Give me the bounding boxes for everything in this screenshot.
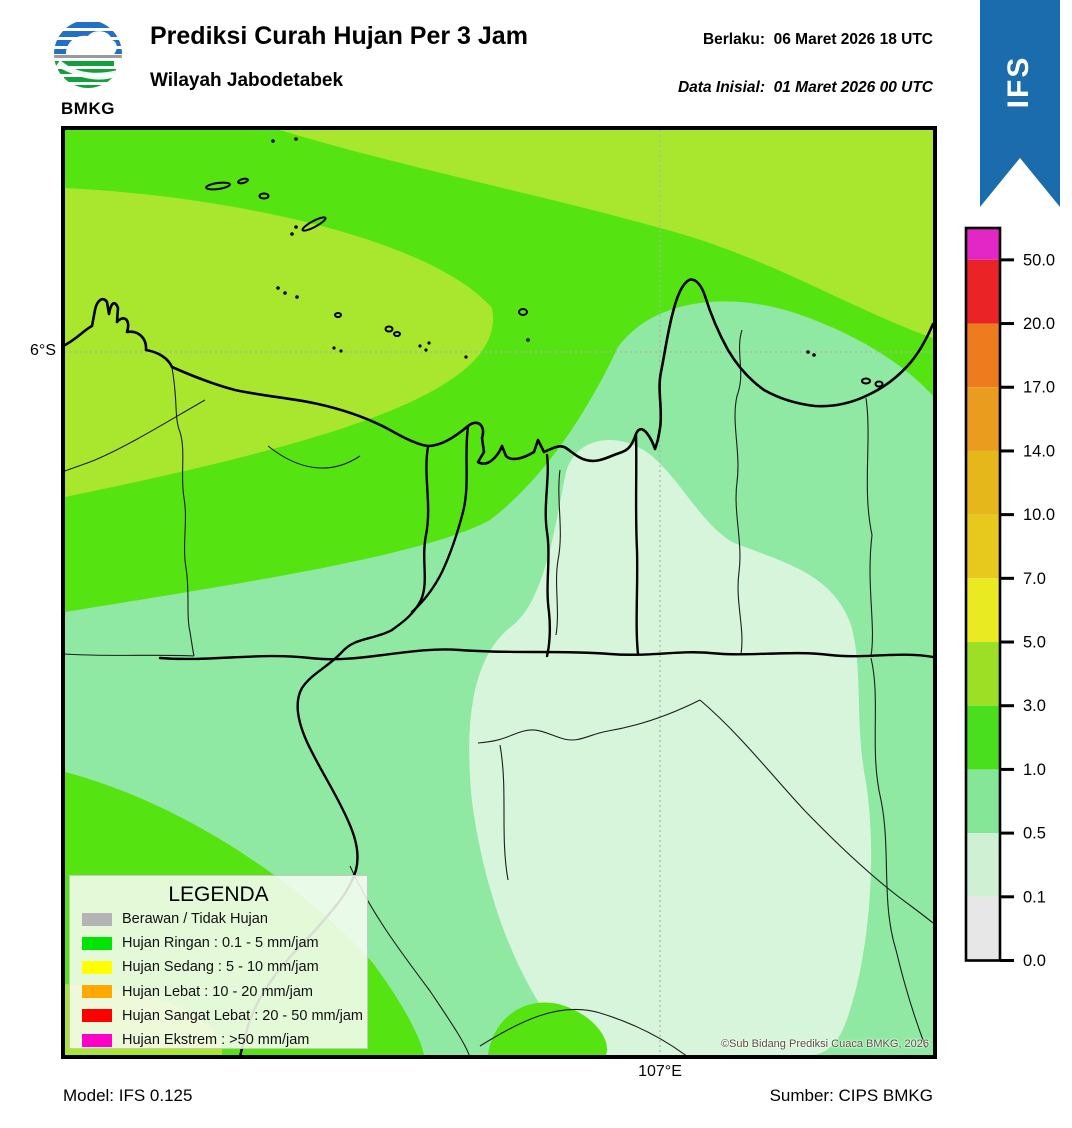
legend-item-label: Hujan Ringan : 0.1 - 5 mm/jam	[122, 935, 319, 951]
legend-item: Berawan / Tidak Hujan	[70, 907, 367, 931]
colorbar-tick-label: 1.0	[1023, 761, 1046, 779]
page-title: Prediksi Curah Hujan Per 3 Jam	[150, 22, 528, 51]
colorbar-tick-label: 50.0	[1023, 251, 1055, 269]
colorbar-segment	[966, 578, 1000, 642]
colorbar-segment	[966, 706, 1000, 770]
legend-rows: Berawan / Tidak Hujan Hujan Ringan : 0.1 …	[70, 907, 367, 1052]
copyright-note: ©Sub Bidang Prediksi Cuaca BMKG, 2026	[721, 1038, 929, 1050]
legend-item-label: Hujan Sangat Lebat : 20 - 50 mm/jam	[122, 1008, 363, 1024]
ribbon-model-label: IFS	[1002, 56, 1035, 109]
colorbar-tick-label: 10.0	[1023, 506, 1055, 524]
colorbar-tick-label: 3.0	[1023, 697, 1046, 715]
latitude-label: 6°S	[8, 342, 56, 360]
bmkg-logo-globe	[48, 10, 128, 98]
legend-box: LEGENDA Berawan / Tidak Hujan Hujan Ringa…	[69, 875, 368, 1049]
valid-time: Berlaku: 06 Maret 2026 18 UTC	[703, 31, 933, 49]
colorbar-tick-label: 0.5	[1023, 825, 1046, 843]
legend-item-label: Berawan / Tidak Hujan	[122, 911, 268, 927]
longitude-label: 107°E	[610, 1063, 710, 1081]
colorbar-segment	[966, 833, 1000, 897]
colorbar-tick-label: 5.0	[1023, 634, 1046, 652]
colorbar-tick-label: 14.0	[1023, 442, 1055, 460]
legend-item-label: Hujan Ekstrem : >50 mm/jam	[122, 1032, 309, 1048]
legend-item-label: Hujan Sedang : 5 - 10 mm/jam	[122, 959, 319, 975]
colorbar: 50.0 20.0 17.0 14.0 10.0 7.0 5.0 3.0 1.0 0.5 0.1 0.…	[960, 222, 1072, 978]
init-time-value: 01 Maret 2026 00 UTC	[774, 79, 933, 96]
legend-item-swatch	[82, 1009, 112, 1022]
colorbar-segment	[966, 387, 1000, 451]
init-time-label: Data Inisial:	[678, 79, 765, 96]
legend-item-swatch	[82, 961, 112, 974]
colorbar-ticks	[1000, 260, 1014, 961]
bmkg-logo-text: BMKG	[61, 99, 115, 118]
colorbar-segment	[966, 897, 1000, 961]
colorbar-tick-label: 0.1	[1023, 888, 1046, 906]
colorbar-segment	[966, 260, 1000, 324]
legend-item-swatch	[82, 985, 112, 998]
colorbar-tick-label: 7.0	[1023, 570, 1046, 588]
bmkg-logo: BMKG	[48, 10, 128, 118]
colorbar-segments	[966, 228, 1000, 961]
legend-item: Hujan Sangat Lebat : 20 - 50 mm/jam	[70, 1004, 367, 1028]
colorbar-segment	[966, 642, 1000, 706]
legend-item: Hujan Lebat : 10 - 20 mm/jam	[70, 980, 367, 1004]
init-time: Data Inisial: 01 Maret 2026 00 UTC	[678, 79, 933, 97]
page-subtitle: Wilayah Jabodetabek	[150, 70, 343, 92]
colorbar-segment	[966, 451, 1000, 515]
model-label: Model: IFS 0.125	[63, 1086, 192, 1106]
legend-item-label: Hujan Lebat : 10 - 20 mm/jam	[122, 984, 313, 1000]
colorbar-tick-label: 0.0	[1023, 952, 1046, 970]
colorbar-segment	[966, 769, 1000, 833]
legend-item-swatch	[82, 937, 112, 950]
bmkg-rainfall-forecast-page: BMKG Prediksi Curah Hujan Per 3 Jam Wila…	[0, 0, 1072, 1128]
colorbar-tick-labels: 50.0 20.0 17.0 14.0 10.0 7.0 5.0 3.0 1.0 0.5 0.1 0.…	[1023, 251, 1055, 970]
legend-item-swatch	[82, 913, 112, 926]
valid-time-label: Berlaku:	[703, 31, 765, 48]
colorbar-segment	[966, 228, 1000, 260]
colorbar-tick-label: 20.0	[1023, 315, 1055, 333]
colorbar-tick-label: 17.0	[1023, 379, 1055, 397]
legend-item: Hujan Ringan : 0.1 - 5 mm/jam	[70, 931, 367, 955]
legend-title: LEGENDA	[70, 882, 367, 907]
model-ribbon: IFS	[975, 0, 1067, 215]
colorbar-segment	[966, 515, 1000, 579]
colorbar-segment	[966, 324, 1000, 388]
legend-item: Hujan Ekstrem : >50 mm/jam	[70, 1028, 367, 1052]
source-label: Sumber: CIPS BMKG	[770, 1086, 933, 1106]
legend-item-swatch	[82, 1034, 112, 1047]
valid-time-value: 06 Maret 2026 18 UTC	[774, 31, 933, 48]
legend-item: Hujan Sedang : 5 - 10 mm/jam	[70, 955, 367, 979]
